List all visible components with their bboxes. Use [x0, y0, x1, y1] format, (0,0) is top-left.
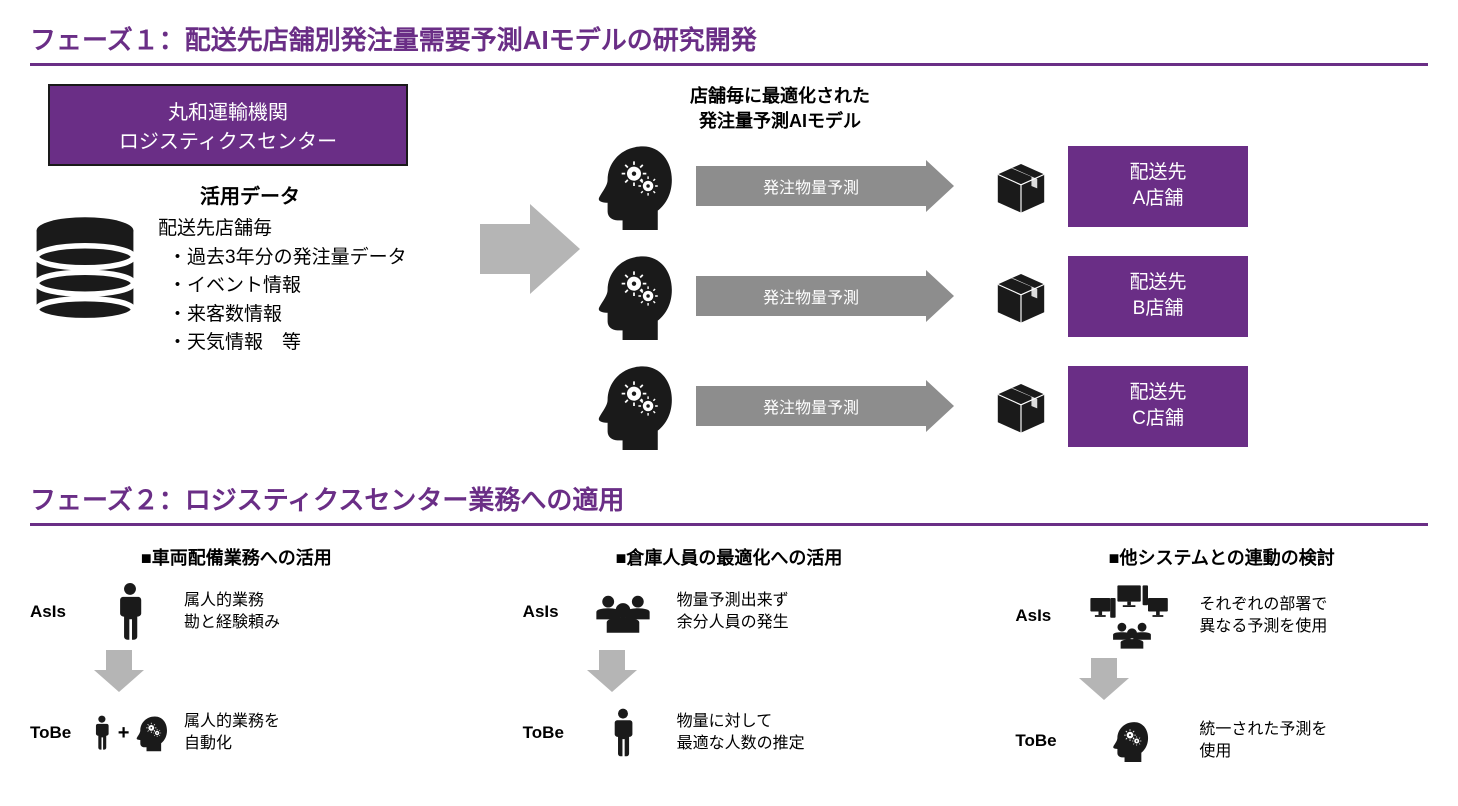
person-icon — [109, 581, 151, 643]
people-icon — [586, 587, 660, 637]
ai-model-title: 店舗毎に最適化された 発注量予測AIモデル — [690, 84, 870, 134]
package-icon — [992, 267, 1050, 325]
asis-text: 属人的業務勘と経験頼み — [184, 590, 280, 635]
data-list: 配送先店舗毎 ・過去3年分の発注量データ ・イベント情報 ・来客数情報 ・天気情… — [158, 215, 407, 358]
ai-head-icon — [1109, 720, 1151, 762]
asis-text: それぞれの部署で異なる予測を使用 — [1199, 594, 1327, 639]
ai-head-icon — [590, 142, 678, 230]
data-item: ・来客数情報 — [158, 301, 407, 330]
monitors-people-icon — [1078, 580, 1182, 652]
asis-text: 物量予測出来ず余分人員の発生 — [677, 590, 789, 635]
tobe-text: 物量に対して最適な人数の推定 — [677, 711, 805, 756]
phase2: フェーズ２：ロジスティクスセンター業務への適用 ■車両配備業務への活用 AsIs… — [30, 480, 1428, 779]
phase1-title: フェーズ１：配送先店舗別発注量需要予測AIモデルの研究開発 — [30, 20, 1428, 66]
data-header: 配送先店舗毎 — [158, 215, 407, 244]
usecase-staffing: ■倉庫人員の最適化への活用 AsIs 物量予測出来ず余分人員の発生 ToBe 物… — [523, 544, 936, 779]
ai-head-icon — [590, 362, 678, 450]
prediction-arrow: 発注物量予測 — [696, 386, 926, 426]
logistics-l1: 丸和運輸機関 — [68, 96, 388, 125]
phase1-body: 丸和運輸機関 ロジスティクスセンター 活用データ 配送先店舗毎 ・過去3年分の発… — [30, 84, 1428, 450]
tobe-text: 統一された予測を使用 — [1199, 719, 1327, 764]
usecase-title: ■車両配備業務への活用 — [30, 544, 443, 570]
person-icon — [606, 707, 640, 759]
ai-head-icon — [590, 252, 678, 340]
prediction-arrow: 発注物量予測 — [696, 166, 926, 206]
tobe-label: ToBe — [523, 723, 569, 743]
tobe-text: 属人的業務を自動化 — [184, 711, 280, 756]
data-item: ・イベント情報 — [158, 272, 407, 301]
logistics-center-box: 丸和運輸機関 ロジスティクスセンター — [48, 84, 408, 166]
down-arrow-icon — [1079, 658, 1129, 700]
down-arrow-icon — [94, 650, 144, 692]
dest-row: 発注物量予測 配送先A店舗 — [590, 142, 1428, 230]
dest-row: 発注物量予測 配送先B店舗 — [590, 252, 1428, 340]
package-icon — [992, 377, 1050, 435]
destination-box: 配送先C店舗 — [1068, 366, 1248, 447]
usecase-title: ■他システムとの連動の検討 — [1015, 544, 1428, 570]
tobe-label: ToBe — [1015, 731, 1061, 751]
destination-box: 配送先B店舗 — [1068, 256, 1248, 337]
database-icon — [30, 215, 140, 325]
plus-icon: + — [118, 722, 130, 745]
data-title: 活用データ — [30, 180, 470, 209]
data-item: ・天気情報 等 — [158, 329, 407, 358]
asis-label: AsIs — [523, 602, 569, 622]
dest-row: 発注物量予測 配送先C店舗 — [590, 362, 1428, 450]
destination-box: 配送先A店舗 — [1068, 146, 1248, 227]
big-arrow-icon — [480, 204, 580, 294]
asis-label: AsIs — [1015, 606, 1061, 626]
usecase-systems: ■他システムとの連動の検討 AsIs それぞれの部署で異なる予測を使用 ToBe… — [1015, 544, 1428, 779]
person-icon — [90, 711, 114, 755]
ai-head-icon — [133, 713, 170, 753]
prediction-arrow: 発注物量予測 — [696, 276, 926, 316]
usecase-vehicles: ■車両配備業務への活用 AsIs 属人的業務勘と経験頼み ToBe + 属人的業… — [30, 544, 443, 779]
phase2-title: フェーズ２：ロジスティクスセンター業務への適用 — [30, 480, 1428, 526]
asis-label: AsIs — [30, 602, 76, 622]
down-arrow-icon — [587, 650, 637, 692]
logistics-l2: ロジスティクスセンター — [68, 125, 388, 154]
data-item: ・過去3年分の発注量データ — [158, 244, 407, 273]
usecase-title: ■倉庫人員の最適化への活用 — [523, 544, 936, 570]
package-icon — [992, 157, 1050, 215]
tobe-label: ToBe — [30, 723, 76, 743]
